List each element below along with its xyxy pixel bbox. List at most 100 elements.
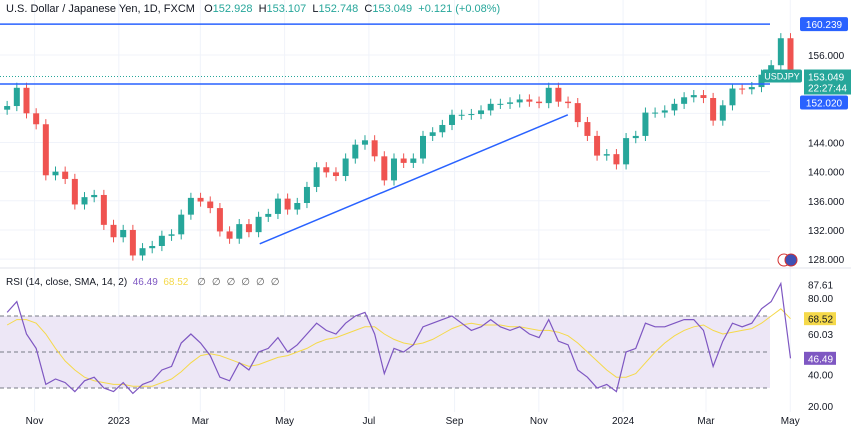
candle (545, 87, 552, 104)
na-value: ∅ (226, 277, 236, 288)
candle (168, 234, 175, 236)
time-axis-label: May (781, 416, 800, 427)
candle (400, 158, 407, 163)
change-value: +0.121 (+0.08%) (418, 3, 501, 15)
candle (236, 224, 243, 239)
candle (700, 95, 707, 99)
candle (274, 198, 281, 214)
candle (178, 214, 185, 235)
candle (294, 202, 301, 210)
candle (439, 124, 446, 133)
symbol-title: U.S. Dollar / Japanese Yen, 1D, FXCM (6, 3, 195, 15)
candle (410, 158, 417, 163)
time-axis-label: Sep (446, 416, 464, 427)
candle (420, 135, 426, 159)
candle (139, 248, 146, 256)
candle (33, 113, 40, 125)
us-flag-icon (784, 253, 798, 267)
candle (468, 114, 475, 116)
candle (777, 38, 784, 66)
candle (487, 103, 494, 111)
time-axis-label: Nov (530, 416, 548, 427)
candle (42, 124, 49, 176)
candle (110, 224, 117, 238)
candle (729, 88, 736, 106)
candle (4, 106, 11, 110)
open-label: O (204, 3, 213, 15)
time-axis-label: May (275, 416, 294, 427)
candle (739, 88, 746, 90)
rsi-axis-label: 20.00 (808, 402, 833, 413)
candle (526, 99, 533, 102)
candle (352, 144, 359, 159)
price-label-bg (800, 17, 848, 32)
na-value: ∅ (197, 277, 206, 288)
candle (555, 87, 562, 102)
low-label: L (312, 3, 319, 15)
price-axis-label: 136.000 (808, 197, 845, 208)
candle (507, 102, 514, 104)
high-value: 153.107 (266, 3, 307, 15)
trend-line (259, 114, 569, 245)
candle (613, 154, 620, 165)
time-axis-label: Mar (192, 416, 210, 427)
candle (652, 112, 659, 114)
candle (207, 201, 214, 209)
time-axis-label: Mar (697, 416, 715, 427)
candle (642, 112, 649, 136)
candle (149, 245, 156, 249)
candle (187, 197, 194, 215)
candle (129, 229, 136, 256)
time-axis-label: 2023 (108, 416, 131, 427)
candle (748, 87, 755, 90)
rsi-axis-label: 80.00 (808, 294, 833, 305)
candle (284, 198, 291, 210)
candle (661, 110, 668, 113)
candle (381, 156, 388, 181)
candle (594, 135, 601, 156)
last-price-bg (804, 69, 851, 95)
candle (574, 103, 581, 123)
close-label: C (364, 3, 373, 15)
price-axis-label: 128.000 (808, 255, 845, 266)
na-value: ∅ (211, 277, 221, 288)
candle (245, 224, 252, 233)
candle (255, 216, 262, 233)
price-axis-label: 132.000 (808, 226, 845, 237)
candle (497, 103, 504, 105)
candle (449, 114, 456, 125)
candle (390, 158, 397, 181)
rsi-title: RSI (14, close, SMA, 14, 2) (6, 277, 128, 288)
candle (787, 38, 794, 77)
candle (478, 110, 485, 115)
candle (216, 208, 223, 232)
high-label: H (258, 3, 267, 15)
close-value: 153.049 (372, 3, 413, 15)
candle (71, 178, 78, 205)
candle (91, 194, 98, 198)
price-axis-label: 144.000 (808, 138, 845, 149)
candle (603, 154, 610, 156)
candle (632, 135, 639, 139)
candle (671, 103, 678, 111)
last-price-label: 153.049 (808, 73, 845, 84)
rsi-value-tag: 46.49 (808, 354, 833, 365)
price-label-bg (800, 95, 848, 110)
rsi-ma-line (6, 308, 791, 387)
candle (690, 95, 697, 98)
candle (81, 197, 88, 205)
rsi-value-tag-bg (804, 351, 836, 365)
na-value: ∅ (256, 277, 265, 288)
price-label: 152.020 (806, 99, 843, 110)
low-value: 152.748 (318, 3, 359, 15)
candle (100, 194, 107, 225)
candle (23, 87, 30, 114)
candle (197, 197, 204, 202)
candle (719, 105, 726, 121)
price-axis-label: 140.000 (808, 168, 845, 179)
candle (758, 74, 765, 88)
candle (681, 97, 688, 104)
candle (429, 132, 436, 136)
candle (120, 229, 127, 238)
